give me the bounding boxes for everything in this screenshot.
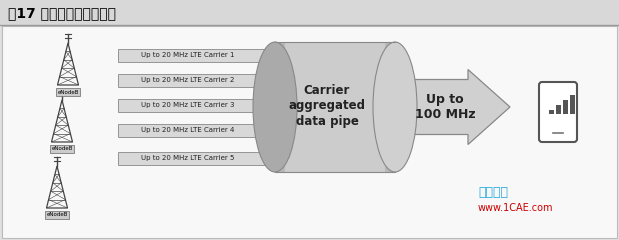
- Text: eNodeB: eNodeB: [46, 212, 67, 217]
- Text: Up to 20 MHz LTE Carrier 5: Up to 20 MHz LTE Carrier 5: [141, 155, 235, 161]
- Text: Up to 20 MHz LTE Carrier 1: Up to 20 MHz LTE Carrier 1: [141, 52, 235, 58]
- Text: data pipe: data pipe: [295, 114, 358, 127]
- Text: eNodeB: eNodeB: [51, 146, 72, 151]
- Text: 仿真在线: 仿真在线: [478, 186, 508, 198]
- Bar: [563, 100, 568, 114]
- Polygon shape: [412, 70, 510, 144]
- Text: eNodeB: eNodeB: [58, 90, 79, 95]
- Bar: [549, 110, 553, 114]
- FancyBboxPatch shape: [118, 48, 266, 61]
- Bar: [2, 26, 617, 238]
- Text: Up to 20 MHz LTE Carrier 2: Up to 20 MHz LTE Carrier 2: [141, 77, 235, 83]
- FancyBboxPatch shape: [118, 124, 266, 137]
- Bar: [556, 105, 560, 114]
- Text: aggregated: aggregated: [288, 100, 365, 113]
- Text: 100 MHz: 100 MHz: [415, 108, 475, 121]
- FancyBboxPatch shape: [118, 73, 266, 86]
- FancyBboxPatch shape: [118, 98, 266, 112]
- Bar: [275, 42, 395, 172]
- Bar: [0, 0, 619, 25]
- FancyBboxPatch shape: [539, 82, 577, 142]
- Ellipse shape: [373, 42, 417, 172]
- Text: Up to 20 MHz LTE Carrier 3: Up to 20 MHz LTE Carrier 3: [141, 102, 235, 108]
- Bar: [570, 95, 574, 114]
- FancyBboxPatch shape: [118, 151, 266, 164]
- Text: Up to 20 MHz LTE Carrier 4: Up to 20 MHz LTE Carrier 4: [141, 127, 235, 133]
- Text: Carrier: Carrier: [304, 84, 350, 97]
- Bar: [285, 42, 385, 172]
- Ellipse shape: [253, 42, 297, 172]
- Text: www.1CAE.com: www.1CAE.com: [478, 203, 553, 213]
- Text: 图17 载波聚合原理示意图: 图17 载波聚合原理示意图: [8, 6, 116, 20]
- Text: Up to: Up to: [426, 92, 464, 106]
